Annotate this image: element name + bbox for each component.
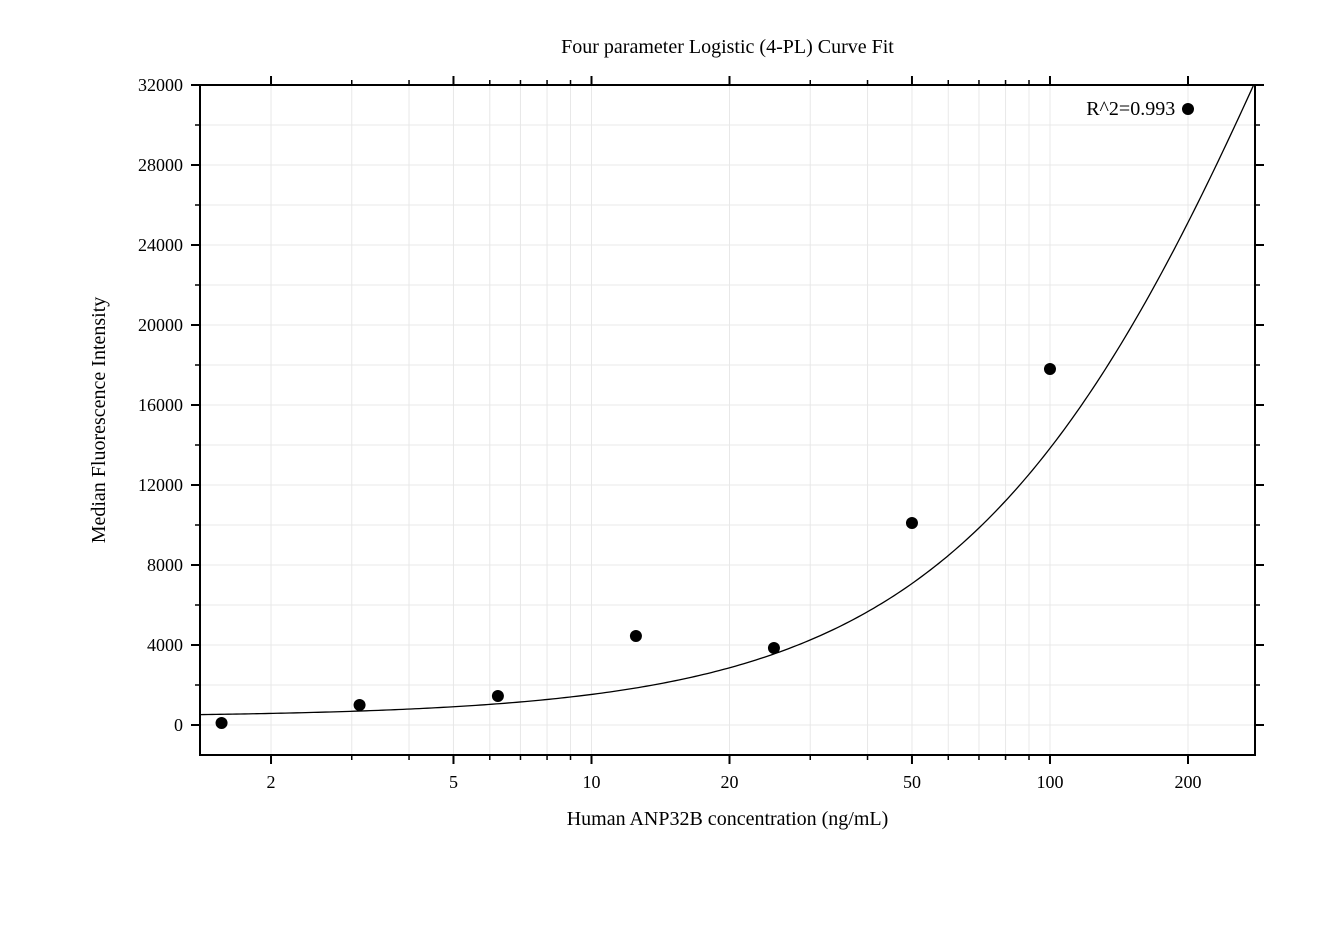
y-tick-label: 24000 bbox=[138, 235, 183, 255]
x-tick-label: 2 bbox=[267, 772, 276, 792]
data-point bbox=[906, 517, 918, 529]
x-tick-label: 10 bbox=[582, 772, 600, 792]
x-tick-label: 20 bbox=[721, 772, 739, 792]
y-axis-label: Median Fluorescence Intensity bbox=[88, 297, 110, 544]
y-tick-label: 28000 bbox=[138, 155, 183, 175]
y-tick-label: 0 bbox=[174, 715, 183, 735]
data-point bbox=[1182, 103, 1194, 115]
y-tick-label: 16000 bbox=[138, 395, 183, 415]
x-tick-label: 200 bbox=[1175, 772, 1202, 792]
y-tick-label: 8000 bbox=[147, 555, 183, 575]
data-point bbox=[1044, 363, 1056, 375]
chart-svg: 2 5 10 20 50 100 200 0 4000 8000 12000 16000 20000 24… bbox=[0, 0, 1335, 930]
x-tick-label: 5 bbox=[449, 772, 458, 792]
data-point bbox=[492, 690, 504, 702]
x-tick-label: 100 bbox=[1036, 772, 1063, 792]
x-tick-label: 50 bbox=[903, 772, 921, 792]
y-tick-label: 4000 bbox=[147, 635, 183, 655]
y-tick-label: 20000 bbox=[138, 315, 183, 335]
x-axis-label: Human ANP32B concentration (ng/mL) bbox=[567, 808, 889, 830]
y-tick-label: 32000 bbox=[138, 75, 183, 95]
data-point bbox=[216, 717, 228, 729]
y-tick-label: 12000 bbox=[138, 475, 183, 495]
chart-title: Four parameter Logistic (4-PL) Curve Fit bbox=[561, 36, 894, 58]
r-squared-annotation: R^2=0.993 bbox=[1086, 98, 1175, 120]
data-point bbox=[354, 699, 366, 711]
chart-container: 2 5 10 20 50 100 200 0 4000 8000 12000 16000 20000 24… bbox=[0, 0, 1335, 930]
data-point bbox=[630, 630, 642, 642]
data-point bbox=[768, 642, 780, 654]
